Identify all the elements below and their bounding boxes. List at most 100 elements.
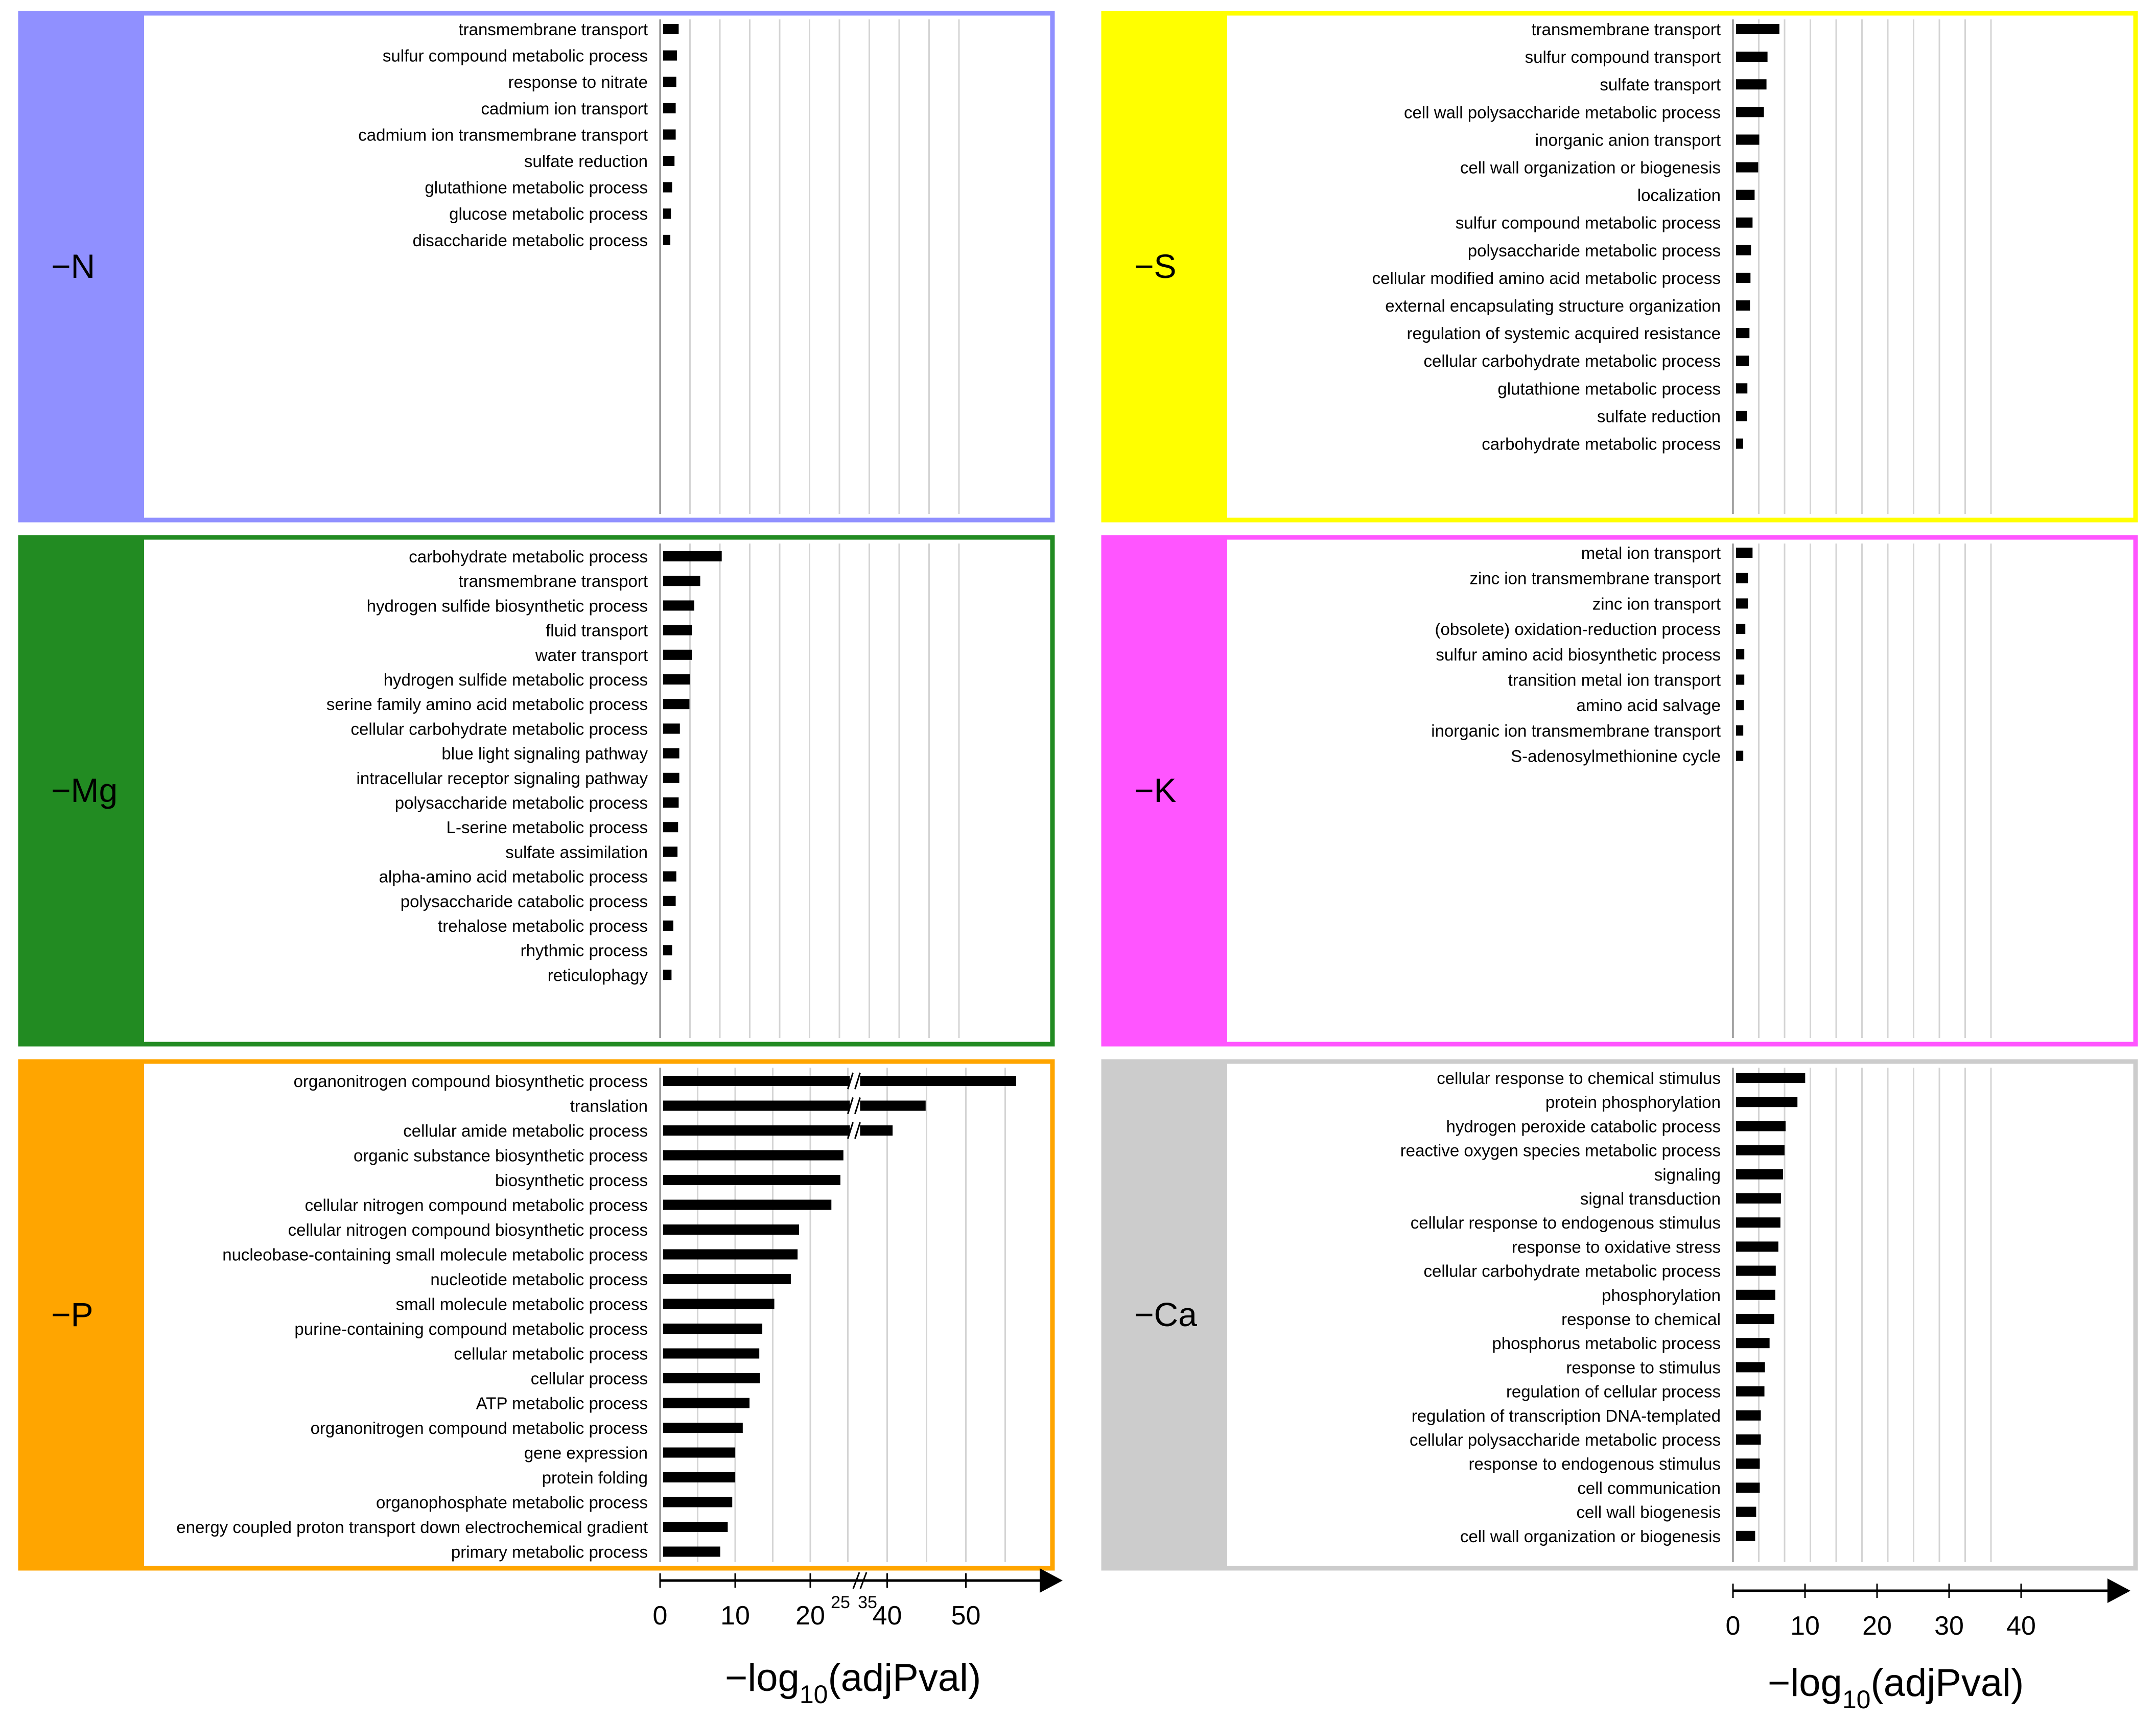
category-label: organonitrogen compound biosynthetic pro… [294,1072,648,1091]
bar [1736,1217,1780,1228]
category-label: intracellular receptor signaling pathway [357,769,648,788]
bar [663,156,675,166]
category-label: biosynthetic process [495,1171,648,1190]
bar [663,945,672,956]
bar [663,1150,843,1161]
bar [1736,649,1745,659]
bar [663,895,676,906]
category-label: S-adenosylmethionine cycle [1511,747,1721,766]
axis-break-mark [859,1572,868,1589]
category-label: glucose metabolic process [449,204,648,223]
bar [1736,24,1779,34]
category-label: hydrogen sulfide biosynthetic process [367,596,648,615]
panel-frame [18,11,1055,523]
panel-frame [18,1059,1055,1571]
bar [663,772,679,783]
bar [663,1447,736,1458]
axis-break-mark [852,1572,860,1589]
x-axis-arrow [1040,1568,1063,1593]
x-tick-label: 0 [1726,1611,1741,1641]
bar [663,1274,791,1284]
bar [1736,1410,1761,1421]
bar [663,1398,750,1408]
bar [663,1423,743,1433]
category-label: cellular amide metabolic process [403,1121,648,1140]
category-label: external encapsulating structure organiz… [1385,296,1721,315]
panel: −N transmembrane transport sulfur compound… [18,11,1055,523]
x-axis-title: −log10(adjPval) [1768,1661,2024,1714]
category-label: cellular nitrogen compound biosynthetic … [288,1220,648,1239]
bar [663,649,692,660]
category-label: primary metabolic process [451,1543,648,1562]
panel: −P organonitrogen compound biosynthetic p… [18,1059,1055,1571]
category-label: organonitrogen compound metabolic proces… [311,1419,648,1437]
bar [1736,1289,1775,1300]
category-label: protein phosphorylation [1545,1093,1721,1112]
category-label: cell wall organization or biogenesis [1460,1527,1721,1546]
category-label: hydrogen sulfide metabolic process [384,670,648,689]
bar [1736,548,1753,558]
panel: −Ca cellular response to chemical stimulu… [1101,1059,2138,1571]
bar [1736,750,1744,761]
category-label: signaling [1654,1165,1721,1184]
bar [663,24,679,34]
category-label: sulfate assimilation [505,842,648,861]
bar [1736,598,1748,609]
category-label: sulfur compound metabolic process [1456,214,1721,232]
category-label: transmembrane transport [459,572,648,591]
category-label: response to endogenous stimulus [1469,1454,1721,1473]
bar [1736,1073,1806,1083]
bar [1736,1530,1755,1541]
bar [663,1299,775,1309]
bar-break-mark [854,1097,861,1114]
category-label: transmembrane transport [459,20,648,39]
bar [663,674,690,685]
category-label: small molecule metabolic process [396,1295,648,1314]
bar [663,1100,926,1111]
bar [663,1125,893,1136]
bar [1736,383,1748,394]
bar [1736,700,1744,711]
category-label: translation [570,1097,648,1116]
bar [1736,1121,1786,1131]
category-label: nucleobase-containing small molecule met… [222,1245,648,1264]
panel-color-band [1104,13,1227,520]
category-label: gene expression [524,1444,648,1463]
category-label: trehalose metabolic process [438,916,648,935]
bar [663,50,677,61]
bar [663,625,692,635]
category-label: purine-containing compound metabolic pro… [294,1319,648,1338]
category-label: blue light signaling pathway [441,744,648,763]
panel-color-band [1104,1062,1227,1568]
bar [663,600,694,611]
bar [1736,1193,1781,1204]
x-tick-label: 0 [653,1601,668,1631]
category-label: regulation of cellular process [1506,1382,1721,1401]
bar [1736,573,1748,583]
bar [663,182,672,193]
x-axis-left: 0 10 20 40 50 25 35 −log10(adjPval) [653,1568,1063,1709]
panel: −S transmembrane transport sulfur compound… [1101,11,2138,523]
category-label: sulfate reduction [524,152,648,171]
bar [1736,162,1759,173]
bar [663,1497,733,1507]
bar [663,1373,760,1383]
bar [663,748,679,759]
bar [663,1348,760,1359]
category-label: cellular carbohydrate metabolic process [1424,1262,1721,1281]
break-label-high: 35 [858,1593,877,1612]
category-label: polysaccharide metabolic process [1468,241,1721,260]
bar [663,77,676,87]
category-label: cellular nitrogen compound metabolic pro… [305,1196,648,1215]
bar [1736,1169,1783,1180]
bar [1736,107,1764,117]
category-label: polysaccharide catabolic process [401,892,648,911]
bar [663,1076,1016,1086]
category-label: glutathione metabolic process [425,178,648,197]
panel: −K metal ion transport zinc ion transmembr… [1101,535,2138,1047]
panel-label: −K [1134,771,1177,809]
category-label: serine family amino acid metabolic proce… [326,695,648,714]
category-label: regulation of transcription DNA-template… [1412,1406,1721,1425]
panel-label: −Mg [51,771,118,809]
break-label-low: 25 [831,1593,850,1612]
